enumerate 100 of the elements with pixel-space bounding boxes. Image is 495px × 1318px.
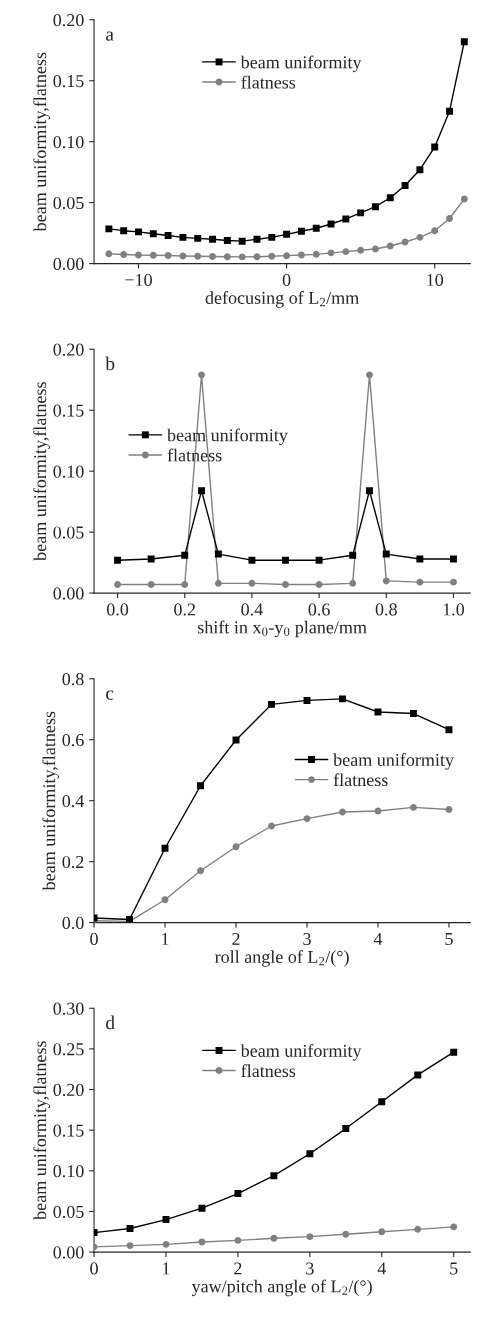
- y-axis-title: beam uniformity,flatness: [33, 382, 50, 561]
- point: [197, 782, 204, 790]
- point: [270, 1234, 278, 1242]
- point: [268, 700, 275, 708]
- y-tick-label: 0.20: [53, 343, 84, 356]
- point: [409, 710, 417, 717]
- point: [378, 1098, 386, 1106]
- y-tick-label: 0.10: [53, 135, 84, 149]
- point: [120, 227, 128, 235]
- x-tick-label: 0: [90, 1262, 98, 1275]
- point: [382, 550, 390, 558]
- x-tick-label: 0: [90, 932, 98, 946]
- point: [253, 235, 261, 243]
- point: [253, 253, 261, 261]
- point: [114, 581, 122, 589]
- point: [445, 726, 453, 734]
- point: [357, 209, 365, 217]
- point: [283, 230, 291, 238]
- x-tick-label: 2: [234, 1262, 242, 1275]
- point: [446, 107, 453, 115]
- point: [147, 555, 155, 563]
- point: [105, 225, 113, 233]
- point: [312, 224, 320, 232]
- x-tick-label: 5: [450, 1262, 458, 1275]
- point: [339, 808, 346, 816]
- point: [248, 556, 256, 564]
- point: [114, 556, 122, 564]
- point: [446, 215, 453, 222]
- y-tick-label: 0.10: [53, 465, 84, 478]
- x-tick-label: 3: [306, 1262, 314, 1275]
- y-axis-title: beam uniformity,flatness: [33, 1041, 50, 1220]
- point: [238, 237, 246, 245]
- x-axis-title: shift in x$_{0}$-y$_{0}$ plane/mm: [198, 620, 367, 638]
- x-tick-label: 0.0: [106, 603, 129, 616]
- point: [315, 556, 323, 564]
- point: [282, 556, 289, 564]
- point: [445, 806, 453, 813]
- point: [371, 245, 379, 253]
- point: [414, 1071, 422, 1079]
- legend-label: beam uniformity: [240, 1044, 362, 1061]
- point: [409, 803, 417, 811]
- point: [135, 228, 142, 236]
- y-tick-label: 0.05: [53, 526, 84, 539]
- y-tick-label: 0.05: [53, 196, 84, 210]
- x-tick-label: 4: [373, 932, 383, 945]
- legend-label: beam uniformity: [167, 428, 288, 446]
- point: [401, 182, 409, 190]
- point: [342, 248, 350, 256]
- point: [126, 1242, 134, 1250]
- legend-label: flatness: [241, 75, 296, 89]
- point: [149, 251, 157, 259]
- point: [162, 1240, 170, 1248]
- point: [450, 1223, 458, 1231]
- y-tick-label: 0.4: [62, 794, 85, 808]
- point: [366, 371, 373, 379]
- point: [312, 250, 320, 258]
- point: [270, 1172, 278, 1180]
- x-tick-label: 1: [162, 932, 169, 945]
- point: [342, 1230, 350, 1238]
- x-tick-label: 1.0: [443, 603, 465, 616]
- y-tick-label: 0.15: [53, 404, 84, 417]
- y-tick-label: 0.15: [53, 74, 84, 88]
- point: [366, 487, 373, 495]
- x-tick-label: 1: [163, 1262, 170, 1275]
- annotation: c: [106, 690, 114, 700]
- point: [450, 1048, 458, 1056]
- point: [342, 1125, 350, 1133]
- point: [386, 242, 394, 250]
- point: [416, 555, 424, 563]
- y-axis-title: beam uniformity,flatness: [33, 52, 50, 232]
- legend-label: beam uniformity: [240, 55, 362, 73]
- point: [161, 896, 169, 904]
- y-tick-label: 0.05: [53, 1205, 84, 1218]
- y-tick-label: 0.15: [53, 1124, 84, 1137]
- point: [149, 230, 157, 238]
- point: [303, 815, 311, 823]
- point: [234, 1190, 242, 1198]
- point: [386, 194, 394, 202]
- point: [198, 371, 206, 379]
- x-tick-label: 0: [282, 273, 291, 287]
- point: [449, 555, 457, 563]
- point: [248, 579, 256, 587]
- x-axis-title: defocusing of L$_{2}$/mm: [205, 291, 359, 308]
- point: [282, 581, 289, 589]
- annotation: d: [106, 1015, 115, 1030]
- y-tick-label: 0.10: [53, 1165, 84, 1178]
- point: [339, 695, 346, 703]
- y-tick-label: 0.0: [62, 916, 84, 930]
- x-axis-title: roll angle of L$_{2}$/(°): [214, 950, 349, 967]
- y-tick-label: 0.20: [53, 1083, 84, 1097]
- point: [414, 1225, 422, 1233]
- x-tick-label: 5: [445, 933, 453, 946]
- x-tick-label: 2: [232, 932, 240, 945]
- y-axis-title: beam uniformity,flatness: [42, 711, 59, 891]
- x-tick-label: 0.6: [308, 603, 330, 616]
- point: [120, 250, 128, 258]
- point: [238, 253, 246, 261]
- y-tick-label: 0.00: [53, 257, 84, 271]
- point: [135, 251, 142, 259]
- legend-label: beam uniformity: [333, 753, 454, 770]
